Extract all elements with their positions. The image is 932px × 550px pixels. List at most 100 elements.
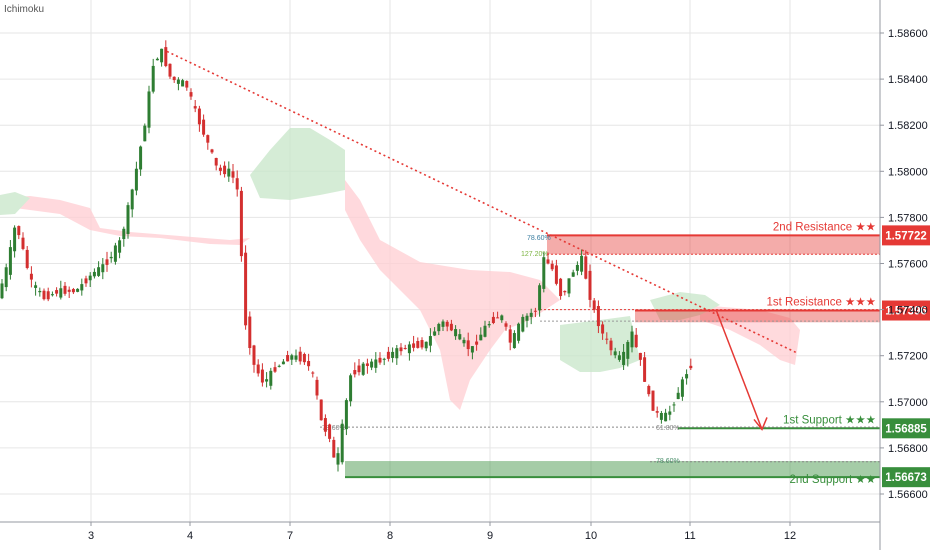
candle-body bbox=[63, 285, 67, 294]
candle-body bbox=[176, 79, 180, 84]
candle-body bbox=[76, 288, 80, 292]
candle bbox=[17, 225, 21, 240]
candle bbox=[437, 322, 441, 336]
candle bbox=[416, 337, 420, 349]
candle bbox=[500, 314, 504, 323]
candle-body bbox=[470, 346, 474, 353]
x-tick-label: 10 bbox=[585, 530, 597, 542]
candle bbox=[664, 408, 668, 422]
candle bbox=[214, 157, 218, 171]
candle bbox=[458, 329, 462, 341]
candle bbox=[202, 114, 206, 137]
candle-body bbox=[239, 190, 243, 257]
candle bbox=[231, 164, 235, 184]
candle-body bbox=[634, 334, 638, 348]
candle bbox=[659, 410, 663, 424]
candle bbox=[391, 347, 395, 363]
candle-body bbox=[134, 168, 138, 191]
candle bbox=[298, 346, 302, 365]
candle bbox=[130, 188, 134, 218]
candle-body bbox=[575, 264, 579, 271]
candle-body bbox=[181, 80, 185, 87]
candle bbox=[323, 414, 327, 437]
candle-body bbox=[672, 404, 676, 406]
candle-body bbox=[290, 355, 294, 360]
candle-body bbox=[109, 256, 113, 259]
candle bbox=[113, 242, 117, 265]
candle-body bbox=[294, 355, 298, 360]
y-tick-label: 1.58600 bbox=[888, 28, 928, 40]
candle bbox=[588, 264, 592, 308]
candle bbox=[244, 245, 248, 330]
candle-body bbox=[126, 205, 130, 234]
candle-body bbox=[344, 400, 348, 430]
candle bbox=[273, 361, 277, 373]
candle bbox=[374, 352, 378, 373]
candle bbox=[353, 362, 357, 378]
candle-body bbox=[59, 288, 63, 298]
candle bbox=[210, 148, 214, 154]
candle bbox=[21, 232, 25, 251]
candle bbox=[239, 186, 243, 262]
candle bbox=[647, 384, 651, 397]
candle bbox=[193, 99, 197, 113]
candle-body bbox=[361, 363, 365, 375]
candle bbox=[248, 311, 252, 355]
candle-body bbox=[139, 146, 143, 170]
candle-body bbox=[4, 267, 8, 288]
candle bbox=[134, 161, 138, 196]
candle-body bbox=[357, 365, 361, 373]
candle-body bbox=[386, 351, 390, 359]
candle bbox=[517, 322, 521, 344]
candle bbox=[29, 266, 33, 288]
candle bbox=[328, 423, 332, 443]
candle bbox=[567, 278, 571, 298]
candle-body bbox=[609, 340, 613, 351]
candle bbox=[151, 58, 155, 94]
candle bbox=[59, 280, 63, 300]
candle-body bbox=[659, 412, 663, 420]
candle-body bbox=[67, 289, 71, 292]
candle bbox=[617, 351, 621, 362]
cloud-bull bbox=[0, 192, 30, 215]
price-tag-bg bbox=[882, 225, 930, 246]
candle bbox=[55, 287, 59, 297]
candle bbox=[395, 345, 399, 365]
candle-body bbox=[302, 354, 306, 363]
candle-body bbox=[147, 91, 151, 128]
2nd-resistance-label: 2nd Resistance ★★ bbox=[773, 221, 876, 233]
candle-body bbox=[592, 300, 596, 310]
candle bbox=[496, 311, 500, 319]
candle bbox=[613, 347, 617, 359]
price-tag-bg bbox=[882, 418, 930, 439]
candle bbox=[223, 161, 227, 178]
candle bbox=[218, 164, 222, 176]
candle-body bbox=[651, 390, 655, 411]
candle-body bbox=[475, 341, 479, 345]
candle bbox=[504, 321, 508, 331]
candle bbox=[533, 307, 537, 318]
candle-body bbox=[29, 273, 33, 280]
candle-body bbox=[172, 76, 176, 81]
candle-body bbox=[391, 351, 395, 358]
candle-body bbox=[517, 323, 521, 341]
candle bbox=[634, 327, 638, 348]
candle bbox=[164, 40, 168, 68]
candle-body bbox=[101, 264, 105, 273]
candle-body bbox=[105, 259, 109, 265]
candle bbox=[479, 327, 483, 341]
y-tick-label: 1.57600 bbox=[888, 259, 928, 271]
1st-resistance-zone bbox=[635, 310, 880, 323]
candle bbox=[302, 352, 306, 365]
candle bbox=[25, 246, 29, 270]
x-tick-label: 12 bbox=[784, 530, 796, 542]
candle bbox=[4, 263, 8, 292]
candle bbox=[336, 447, 340, 472]
candle bbox=[84, 275, 88, 287]
candle-body bbox=[143, 125, 147, 142]
candle-body bbox=[441, 321, 445, 327]
candle bbox=[122, 226, 126, 247]
candle bbox=[105, 251, 109, 272]
candle bbox=[475, 334, 479, 351]
